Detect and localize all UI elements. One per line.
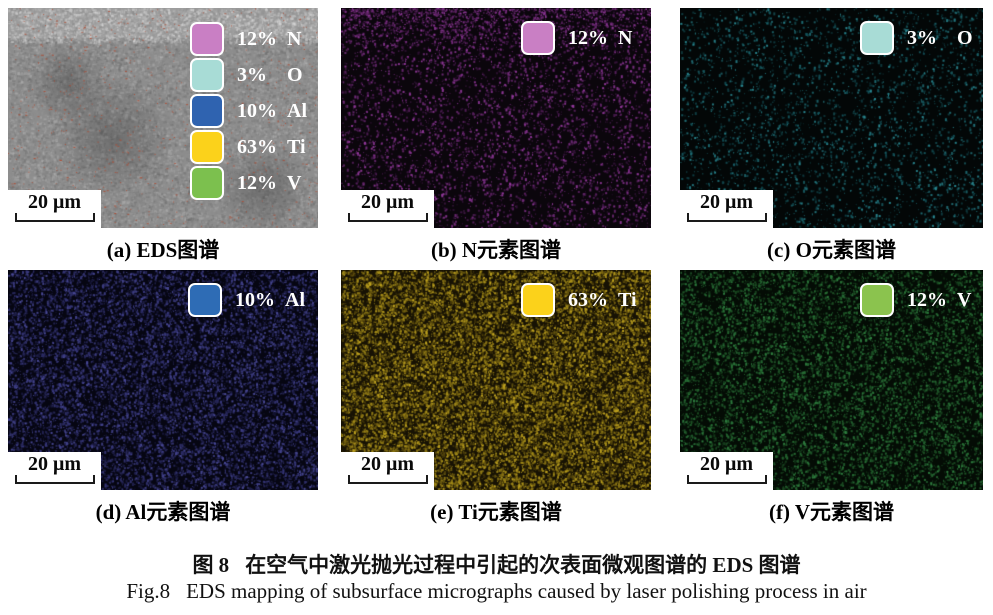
scale-bar: 20 μm (341, 452, 434, 490)
al-map-legend: 10% Al (188, 283, 305, 319)
legend-row-n: 12% N (190, 22, 307, 56)
legend-row-v: 12% V (860, 283, 971, 317)
scale-bar: 20 μm (8, 190, 101, 228)
o-color-swatch (860, 21, 894, 55)
scale-bar-line (15, 213, 95, 222)
panel-caption-d: (d) Al元素图谱 (8, 496, 318, 526)
panel-eds-sem-map: 12% N 3% O 10% Al 63% Ti 12% V 20 μm (8, 8, 318, 228)
v-color-swatch (190, 166, 224, 200)
panel-caption-f: (f) V元素图谱 (680, 496, 983, 526)
legend-row-n: 12% N (521, 21, 632, 55)
ti-color-swatch (521, 283, 555, 317)
legend-row-o: 3% O (190, 58, 307, 92)
scale-bar-label: 20 μm (700, 192, 753, 212)
n-color-swatch (190, 22, 224, 56)
eds-legend: 12% N 3% O 10% Al 63% Ti 12% V (190, 22, 307, 202)
figure-caption-zh-text: 在空气中激光抛光过程中引起的次表面微观图谱的 EDS 图谱 (245, 553, 800, 577)
panel-o-element-map: 3% O 20 μm (680, 8, 983, 228)
legend-label-n: 12% N (237, 28, 301, 51)
legend-label-al: 10% Al (237, 100, 307, 123)
scale-bar-line (348, 475, 428, 484)
scale-bar: 20 μm (680, 190, 773, 228)
panel-caption-b: (b) N元素图谱 (341, 234, 651, 264)
legend-label-v: 12% V (907, 289, 971, 312)
figure-caption-english: Fig.8 EDS mapping of subsurface micrograp… (0, 579, 993, 604)
figure-caption-en-text: EDS mapping of subsurface micrographs ca… (186, 579, 867, 603)
scale-bar: 20 μm (8, 452, 101, 490)
legend-label-o: 3% O (237, 64, 303, 87)
scale-bar-line (687, 475, 767, 484)
panel-caption-a: (a) EDS图谱 (8, 234, 318, 264)
scale-bar-label: 20 μm (361, 454, 414, 474)
panel-caption-e: (e) Ti元素图谱 (341, 496, 651, 526)
panel-caption-c: (c) O元素图谱 (680, 234, 983, 264)
scale-bar: 20 μm (680, 452, 773, 490)
ti-map-legend: 63% Ti (521, 283, 637, 319)
scale-bar: 20 μm (341, 190, 434, 228)
o-map-legend: 3% O (860, 21, 973, 57)
legend-label-n: 12% N (568, 27, 632, 50)
legend-label-ti: 63% Ti (568, 289, 637, 312)
legend-label-o: 3% O (907, 27, 973, 50)
figure-number-zh: 图 8 (192, 553, 229, 577)
legend-label-ti: 63% Ti (237, 136, 306, 159)
panel-v-element-map: 12% V 20 μm (680, 270, 983, 490)
legend-row-al: 10% Al (190, 94, 307, 128)
scale-bar-label: 20 μm (28, 454, 81, 474)
scale-bar-label: 20 μm (700, 454, 753, 474)
figure-number-en: Fig.8 (126, 579, 170, 603)
scale-bar-line (15, 475, 95, 484)
v-color-swatch (860, 283, 894, 317)
panel-al-element-map: 10% Al 20 μm (8, 270, 318, 490)
n-map-legend: 12% N (521, 21, 632, 57)
panel-n-element-map: 12% N 20 μm (341, 8, 651, 228)
al-color-swatch (188, 283, 222, 317)
v-map-legend: 12% V (860, 283, 971, 319)
legend-label-v: 12% V (237, 172, 301, 195)
o-color-swatch (190, 58, 224, 92)
scale-bar-line (687, 213, 767, 222)
legend-row-ti: 63% Ti (521, 283, 637, 317)
n-color-swatch (521, 21, 555, 55)
al-color-swatch (190, 94, 224, 128)
legend-row-ti: 63% Ti (190, 130, 307, 164)
scale-bar-line (348, 213, 428, 222)
legend-row-o: 3% O (860, 21, 973, 55)
legend-row-al: 10% Al (188, 283, 305, 317)
ti-color-swatch (190, 130, 224, 164)
panel-ti-element-map: 63% Ti 20 μm (341, 270, 651, 490)
figure-caption-chinese: 图 8 在空气中激光抛光过程中引起的次表面微观图谱的 EDS 图谱 (0, 549, 993, 579)
legend-label-al: 10% Al (235, 289, 305, 312)
legend-row-v: 12% V (190, 166, 307, 200)
scale-bar-label: 20 μm (361, 192, 414, 212)
scale-bar-label: 20 μm (28, 192, 81, 212)
